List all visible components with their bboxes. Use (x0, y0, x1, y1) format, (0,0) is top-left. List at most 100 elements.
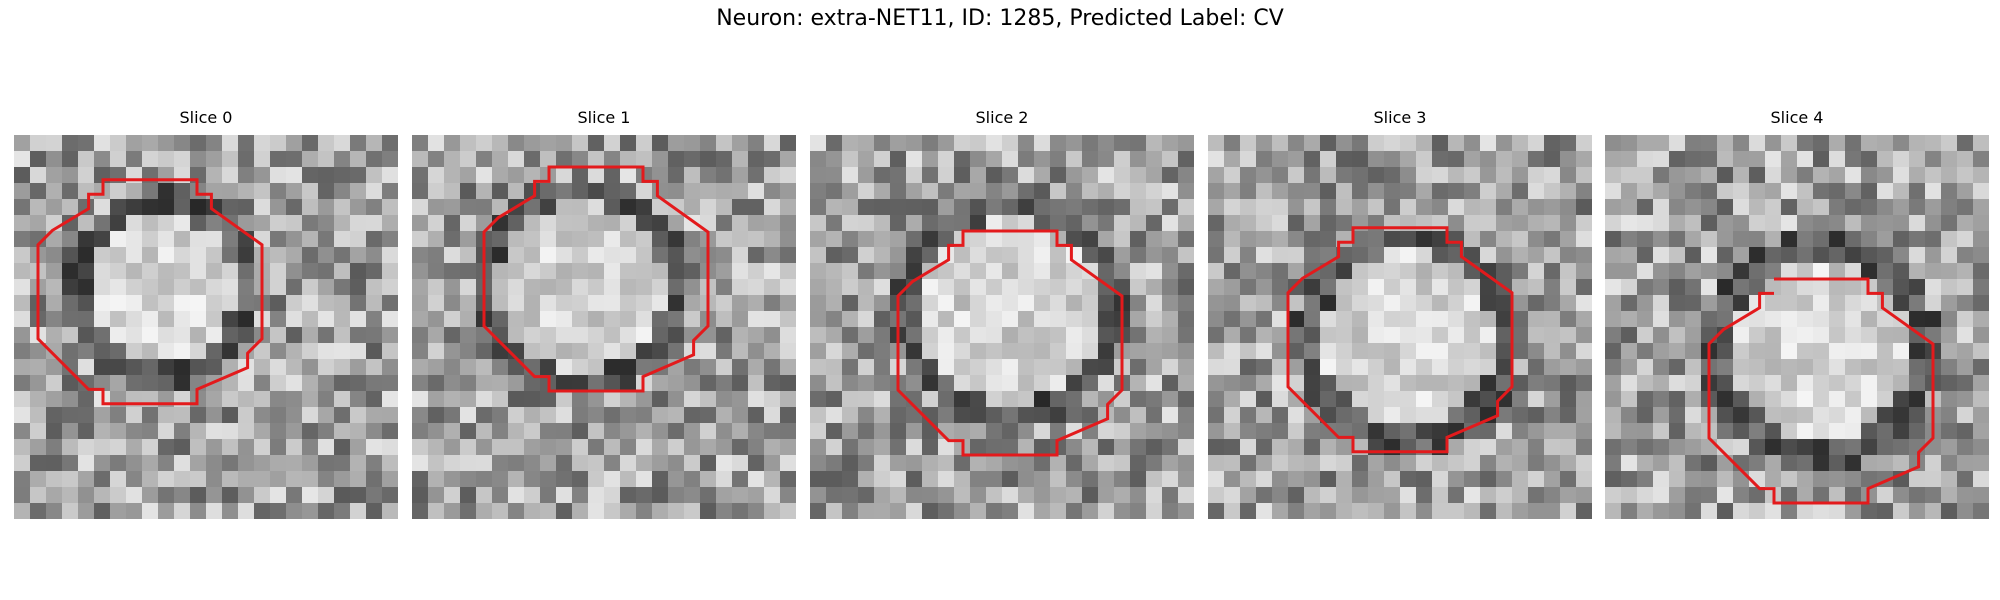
pixel-cell (938, 183, 955, 200)
pixel-cell (350, 215, 367, 232)
pixel-cell (1066, 471, 1083, 488)
pixel-cell (1877, 151, 1894, 168)
pixel-cell (94, 151, 111, 168)
slice-title-0: Slice 0 (14, 108, 398, 127)
pixel-cell (1098, 503, 1115, 519)
pixel-cell (412, 263, 429, 280)
pixel-cell (1925, 311, 1942, 328)
pixel-cell (382, 311, 398, 328)
pixel-cell (1208, 487, 1225, 504)
pixel-cell (460, 167, 477, 184)
pixel-cell (1256, 391, 1273, 408)
pixel-cell (270, 359, 287, 376)
pixel-cell (1464, 295, 1481, 312)
pixel-cell (604, 247, 621, 264)
pixel-cell (1208, 439, 1225, 456)
pixel-cell (1749, 263, 1766, 280)
pixel-cell (142, 327, 159, 344)
pixel-cell (286, 167, 303, 184)
pixel-cell (508, 231, 525, 248)
pixel-cell (1877, 455, 1894, 472)
pixel-cell (1877, 247, 1894, 264)
pixel-cell (126, 487, 143, 504)
pixel-cell (428, 279, 445, 296)
pixel-cell (126, 423, 143, 440)
pixel-cell (970, 503, 987, 519)
pixel-cell (222, 135, 239, 152)
pixel-cell (1256, 471, 1273, 488)
pixel-cell (1496, 503, 1513, 519)
pixel-cell (492, 167, 509, 184)
pixel-cell (970, 279, 987, 296)
pixel-cell (1320, 471, 1337, 488)
pixel-cell (1781, 487, 1798, 504)
pixel-cell (1861, 343, 1878, 360)
pixel-cell (1893, 343, 1910, 360)
pixel-cell (540, 391, 557, 408)
pixel-cell (62, 455, 79, 472)
pixel-cell (94, 311, 111, 328)
pixel-cell (1240, 167, 1257, 184)
pixel-cell (556, 487, 573, 504)
pixel-cell (572, 359, 589, 376)
pixel-cell (684, 391, 701, 408)
pixel-cell (556, 135, 573, 152)
pixel-cell (652, 327, 669, 344)
pixel-cell (1528, 487, 1545, 504)
pixel-cell (476, 455, 493, 472)
pixel-cell (1701, 455, 1718, 472)
pixel-cell (1941, 263, 1958, 280)
pixel-cell (732, 391, 749, 408)
pixel-cell (1400, 407, 1417, 424)
pixel-cell (636, 327, 653, 344)
pixel-cell (222, 487, 239, 504)
pixel-cell (826, 279, 843, 296)
pixel-cell (1621, 263, 1638, 280)
pixel-cell (1845, 279, 1862, 296)
pixel-cell (636, 135, 653, 152)
pixel-cell (858, 503, 875, 519)
pixel-cell (334, 215, 351, 232)
pixel-cell (1416, 311, 1433, 328)
pixel-cell (1765, 215, 1782, 232)
pixel-cell (46, 375, 63, 392)
pixel-cell (1765, 455, 1782, 472)
pixel-cell (588, 311, 605, 328)
pixel-cell (1605, 439, 1622, 456)
pixel-cell (732, 215, 749, 232)
pixel-cell (1464, 407, 1481, 424)
pixel-cell (1957, 423, 1974, 440)
pixel-cell (412, 135, 429, 152)
pixel-cell (350, 439, 367, 456)
pixel-cell (1653, 375, 1670, 392)
pixel-cell (1797, 327, 1814, 344)
pixel-cell (1544, 359, 1561, 376)
pixel-cell (970, 487, 987, 504)
pixel-cell (1384, 247, 1401, 264)
pixel-cell (1973, 183, 1989, 200)
pixel-cell (890, 487, 907, 504)
pixel-cell (620, 343, 637, 360)
pixel-cell (508, 215, 525, 232)
pixel-cell (78, 215, 95, 232)
pixel-cell (1050, 199, 1067, 216)
pixel-cell (174, 327, 191, 344)
pixel-cell (1877, 343, 1894, 360)
pixel-cell (222, 455, 239, 472)
pixel-cell (780, 135, 796, 152)
pixel-cell (524, 279, 541, 296)
pixel-cell (1605, 199, 1622, 216)
pixel-cell (508, 151, 525, 168)
pixel-cell (428, 295, 445, 312)
pixel-cell (428, 487, 445, 504)
pixel-cell (1941, 343, 1958, 360)
pixel-cell (810, 247, 827, 264)
pixel-cell (1256, 247, 1273, 264)
pixel-cell (238, 439, 255, 456)
pixel-cell (1813, 391, 1830, 408)
pixel-cell (842, 295, 859, 312)
pixel-cell (62, 503, 79, 519)
pixel-cell (1973, 167, 1989, 184)
pixel-cell (1685, 487, 1702, 504)
pixel-cell (1384, 343, 1401, 360)
